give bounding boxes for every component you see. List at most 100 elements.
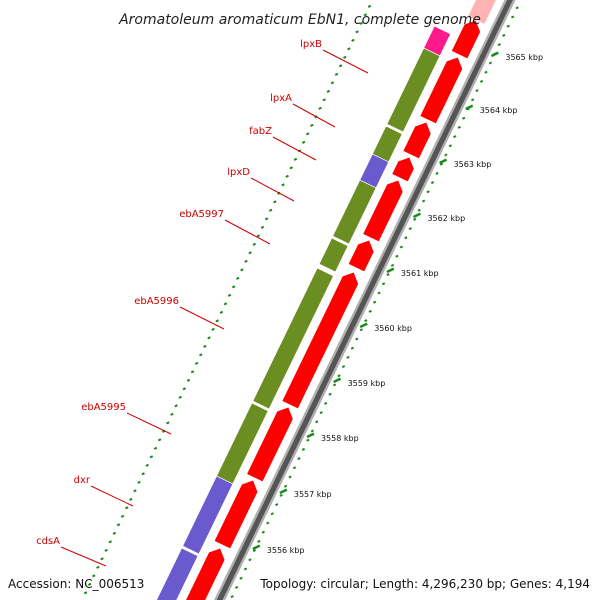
scale-tick-label: 3563 kbp xyxy=(454,160,492,169)
minor-tick xyxy=(199,353,203,357)
scale-tick-label: 3557 kbp xyxy=(294,490,332,499)
minor-tick xyxy=(87,582,92,586)
scale-minor-tick xyxy=(444,153,448,157)
scale-major-tick xyxy=(306,432,315,439)
scale-minor-tick xyxy=(350,346,355,350)
gene-leader-line xyxy=(179,306,225,330)
gene-leader-line xyxy=(60,546,107,567)
scale-minor-tick xyxy=(435,171,439,175)
minor-tick xyxy=(359,21,363,25)
scale-minor-tick xyxy=(301,447,306,451)
minor-tick xyxy=(318,106,322,110)
scale-minor-tick xyxy=(408,227,412,231)
scale-tick-label: 3560 kbp xyxy=(374,324,412,333)
scale-tick-label: 3558 kbp xyxy=(321,434,359,443)
scale-tick-label: 3556 kbp xyxy=(267,546,305,555)
scale-minor-tick xyxy=(364,319,368,323)
cds-arrow xyxy=(419,56,464,125)
gene-label: ebA5997 xyxy=(179,209,224,220)
scale-minor-tick xyxy=(288,475,292,479)
scale-minor-tick xyxy=(332,383,337,387)
gene-leader-line xyxy=(224,219,271,245)
scale-major-tick xyxy=(490,51,499,58)
scale-minor-tick xyxy=(315,420,319,424)
scale-minor-tick xyxy=(404,236,408,240)
scale-minor-tick xyxy=(283,484,288,488)
scale-minor-tick xyxy=(337,374,341,378)
scale-minor-tick xyxy=(248,558,252,562)
scale-minor-tick xyxy=(279,493,283,497)
scale-major-tick xyxy=(412,212,422,219)
minor-tick xyxy=(363,13,368,17)
minor-tick xyxy=(153,446,158,450)
minor-tick xyxy=(256,234,261,238)
genome-summary-text: Topology: circular; Length: 4,296,230 bp… xyxy=(259,577,590,591)
scale-minor-tick xyxy=(346,355,350,359)
minor-tick xyxy=(182,387,187,391)
minor-tick xyxy=(100,557,104,561)
scale-minor-tick xyxy=(319,411,323,415)
scale-minor-tick xyxy=(234,585,239,589)
minor-tick xyxy=(133,489,137,493)
scale-minor-tick xyxy=(292,466,297,470)
gene-label: ebA5995 xyxy=(81,402,126,413)
minor-tick xyxy=(231,285,236,289)
scale-minor-tick xyxy=(270,512,274,516)
scale-minor-tick xyxy=(426,190,430,194)
scale-tick-label: 3564 kbp xyxy=(480,106,518,115)
minor-tick xyxy=(305,132,310,136)
accession-text: Accession: NC_006513 xyxy=(8,577,144,591)
minor-tick xyxy=(338,64,343,68)
cds-arrow xyxy=(347,239,375,273)
minor-tick xyxy=(203,344,207,348)
minor-tick xyxy=(170,412,174,416)
cds-arrow xyxy=(281,271,360,410)
scale-minor-tick xyxy=(275,503,279,507)
minor-tick xyxy=(112,531,117,535)
gene-label: lpxB xyxy=(300,39,322,50)
scale-minor-tick xyxy=(239,576,243,580)
scale-minor-tick xyxy=(386,273,390,277)
scale-minor-tick xyxy=(355,337,359,341)
scale-major-tick xyxy=(359,322,368,329)
minor-tick xyxy=(219,310,224,314)
cog-segment-cdsa xyxy=(156,547,199,600)
scale-tick-label: 3565 kbp xyxy=(505,53,543,62)
scale-minor-tick xyxy=(453,135,457,139)
minor-tick xyxy=(289,166,294,170)
cds-arrow xyxy=(402,121,432,160)
map-features-layer xyxy=(156,0,496,600)
scale-minor-tick xyxy=(261,530,265,534)
minor-tick xyxy=(347,47,351,51)
scale-minor-tick xyxy=(381,282,386,286)
scale-minor-tick xyxy=(399,245,404,249)
minor-tick xyxy=(310,123,314,127)
scale-minor-tick xyxy=(421,199,426,203)
gene-label: lpxD xyxy=(227,167,250,178)
gene-label: cdsA xyxy=(36,536,60,547)
minor-tick xyxy=(149,455,154,459)
minor-tick xyxy=(116,523,121,527)
scale-major-tick xyxy=(465,104,474,111)
scale-minor-tick xyxy=(257,539,261,543)
minor-tick xyxy=(236,276,240,280)
scale-minor-tick xyxy=(515,6,519,10)
scale-minor-tick xyxy=(506,24,510,28)
minor-tick xyxy=(351,38,355,42)
minor-tick xyxy=(207,336,211,340)
minor-tick xyxy=(104,548,108,552)
scale-minor-tick xyxy=(488,61,493,65)
scale-minor-tick xyxy=(448,144,452,148)
map-title: Aromatoleum aromaticum EbN1, complete ge… xyxy=(118,12,481,28)
scale-major-tick xyxy=(252,544,261,551)
scale-major-tick xyxy=(279,488,288,495)
scale-minor-tick xyxy=(230,595,234,599)
gene-leader-line xyxy=(90,485,134,507)
scale-minor-tick xyxy=(439,162,444,166)
scale-minor-tick xyxy=(484,70,488,74)
cds-arrow xyxy=(391,156,415,183)
gene-leader-line xyxy=(126,412,172,435)
minor-tick xyxy=(330,81,335,85)
cds-arrow xyxy=(185,547,226,600)
